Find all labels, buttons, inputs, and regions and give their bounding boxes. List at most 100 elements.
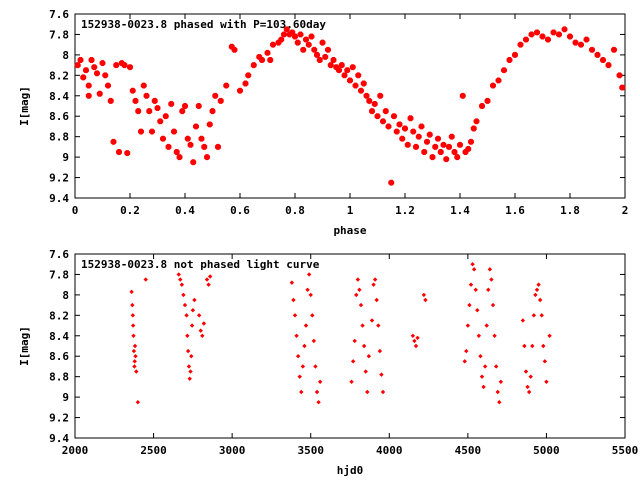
- data-point: [259, 57, 265, 63]
- data-point: [462, 359, 467, 364]
- data-point: [129, 289, 134, 295]
- data-point: [473, 118, 480, 125]
- chart-panel-bottom: 2000 2500 3000 3500 4000 4500 5000 5500 7.6 7.8 8 8…: [18, 248, 638, 477]
- data-point: [478, 354, 483, 359]
- data-point: [380, 389, 386, 395]
- x-tick-label: 0.2: [120, 204, 140, 217]
- x-tick-label: 2500: [140, 444, 167, 457]
- data-point: [536, 282, 541, 287]
- data-point: [215, 143, 221, 150]
- data-point: [561, 26, 568, 33]
- data-point: [376, 323, 381, 328]
- data-point: [151, 97, 158, 104]
- y-tick-label: 9: [62, 151, 69, 164]
- data-point: [366, 97, 373, 104]
- data-point: [185, 348, 191, 354]
- data-point: [497, 400, 502, 405]
- data-point: [418, 123, 425, 130]
- data-point: [506, 57, 513, 63]
- data-point: [470, 125, 477, 132]
- data-point: [542, 359, 548, 364]
- data-point: [468, 138, 474, 145]
- data-point: [292, 33, 298, 40]
- data-point: [358, 302, 364, 308]
- data-point: [250, 62, 257, 69]
- data-point: [567, 33, 573, 40]
- x-tick-label: 1.8: [560, 204, 580, 217]
- data-point: [306, 272, 312, 277]
- data-point: [410, 333, 416, 338]
- data-point: [583, 36, 590, 43]
- data-point: [369, 108, 375, 115]
- y-tick-label: 9.4: [49, 192, 69, 205]
- data-point: [207, 274, 213, 279]
- data-point: [299, 389, 304, 395]
- data-point: [459, 92, 466, 99]
- data-point: [533, 292, 538, 298]
- data-point: [173, 149, 180, 155]
- x-tick-label: 0.4: [175, 204, 195, 217]
- data-point: [355, 277, 361, 282]
- data-point: [316, 57, 323, 63]
- y-tick-label: 9.4: [49, 432, 69, 445]
- data-point: [619, 84, 626, 91]
- data-point: [129, 87, 136, 94]
- data-point: [149, 128, 155, 135]
- data-point: [437, 149, 444, 155]
- data-point: [130, 323, 136, 328]
- data-point: [110, 138, 117, 145]
- y-tick-label: 9.2: [49, 412, 69, 425]
- data-point: [402, 125, 408, 132]
- data-point: [539, 33, 546, 40]
- data-point: [396, 121, 403, 128]
- data-point: [143, 277, 148, 282]
- data-point: [360, 80, 367, 87]
- data-point: [545, 36, 551, 43]
- y-tick-label: 8.2: [49, 69, 69, 82]
- data-point: [204, 154, 210, 161]
- data-point: [534, 29, 540, 36]
- data-point: [495, 389, 500, 395]
- data-point: [522, 343, 527, 349]
- data-point: [391, 113, 397, 120]
- data-point: [487, 267, 493, 272]
- data-point: [132, 359, 137, 364]
- data-point: [190, 308, 196, 313]
- data-point: [528, 374, 533, 379]
- data-point: [360, 323, 365, 328]
- data-point: [484, 97, 491, 104]
- data-point: [184, 135, 191, 142]
- data-point: [393, 128, 400, 135]
- data-point: [179, 282, 185, 287]
- data-point: [317, 379, 323, 384]
- x-tick-label: 5500: [612, 444, 639, 457]
- data-point: [471, 267, 477, 272]
- data-point: [544, 379, 549, 384]
- data-point: [116, 149, 122, 155]
- data-point: [135, 400, 141, 405]
- chart-panel-top: 0 0.2 0.4 0.6 0.8 1 1.2 1.4 1.6 1.8 2 7.6 7.8 8 8.2 8.4…: [18, 8, 628, 237]
- data-point: [541, 343, 546, 349]
- data-point: [200, 333, 205, 338]
- x-tick-label: 0.6: [230, 204, 250, 217]
- data-point: [314, 51, 320, 58]
- data-point: [242, 80, 249, 87]
- data-point: [468, 282, 474, 287]
- data-point: [374, 297, 379, 303]
- data-point: [297, 31, 304, 38]
- data-point: [154, 105, 161, 111]
- data-point: [201, 321, 207, 326]
- data-point: [168, 101, 175, 107]
- data-point: [490, 302, 496, 308]
- data-point: [325, 46, 331, 53]
- y-tick-label: 7.6: [49, 8, 69, 21]
- data-point: [99, 60, 106, 67]
- data-point: [531, 313, 537, 318]
- data-point: [322, 53, 329, 60]
- data-point: [388, 179, 395, 186]
- data-point: [363, 369, 368, 374]
- data-point: [435, 135, 441, 142]
- data-point: [146, 108, 153, 115]
- chart-title: 152938-0023.8 phased with P=103.60day: [81, 18, 326, 31]
- data-point: [473, 287, 478, 292]
